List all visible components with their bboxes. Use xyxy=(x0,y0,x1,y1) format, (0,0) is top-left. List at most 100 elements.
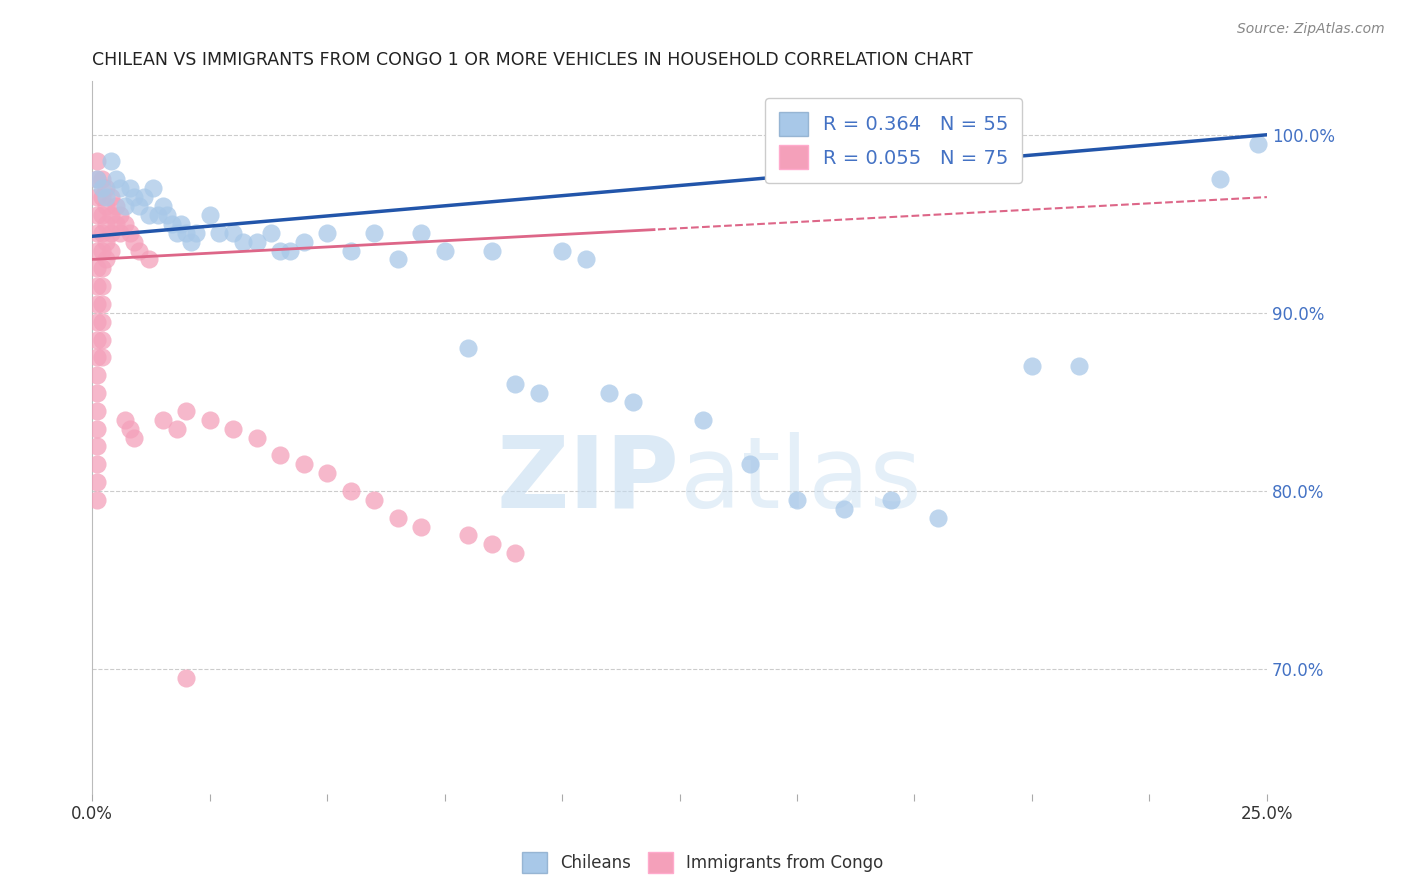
Point xyxy=(481,537,503,551)
Point xyxy=(86,315,108,329)
Point xyxy=(927,510,949,524)
Point xyxy=(174,226,197,240)
Point xyxy=(86,297,108,311)
Point xyxy=(411,226,433,240)
Point xyxy=(90,351,112,365)
Text: Source: ZipAtlas.com: Source: ZipAtlas.com xyxy=(1237,22,1385,37)
Point xyxy=(174,404,197,418)
Point xyxy=(457,528,479,542)
Point xyxy=(86,226,108,240)
Point xyxy=(110,208,132,222)
Point xyxy=(1021,359,1043,374)
Point xyxy=(90,226,112,240)
Point xyxy=(104,217,127,231)
Point xyxy=(114,199,136,213)
Point xyxy=(100,154,122,169)
Point xyxy=(90,333,112,347)
Point xyxy=(124,430,146,444)
Point xyxy=(86,190,108,204)
Point xyxy=(786,492,808,507)
Point xyxy=(96,217,118,231)
Point xyxy=(90,297,112,311)
Point xyxy=(86,244,108,258)
Point xyxy=(86,368,108,383)
Text: ZIP: ZIP xyxy=(496,432,679,529)
Point xyxy=(124,190,146,204)
Point xyxy=(96,190,118,204)
Point xyxy=(692,413,714,427)
Point xyxy=(86,404,108,418)
Point xyxy=(232,235,254,249)
Point xyxy=(880,492,903,507)
Point xyxy=(100,208,122,222)
Point xyxy=(152,199,174,213)
Point xyxy=(387,252,409,267)
Point xyxy=(100,244,122,258)
Point xyxy=(363,226,385,240)
Point xyxy=(90,244,112,258)
Point xyxy=(278,244,301,258)
Point xyxy=(110,226,132,240)
Point xyxy=(292,457,315,471)
Point xyxy=(208,226,231,240)
Point xyxy=(198,208,221,222)
Point xyxy=(433,244,456,258)
Point xyxy=(166,422,188,436)
Point xyxy=(90,208,112,222)
Point xyxy=(527,386,550,401)
Point xyxy=(316,466,339,480)
Point xyxy=(180,235,202,249)
Point xyxy=(86,333,108,347)
Point xyxy=(86,386,108,401)
Point xyxy=(96,181,118,195)
Point xyxy=(269,448,291,462)
Point xyxy=(132,190,155,204)
Point xyxy=(363,492,385,507)
Point xyxy=(90,261,112,276)
Point xyxy=(138,208,160,222)
Point xyxy=(96,199,118,213)
Point xyxy=(86,208,108,222)
Point xyxy=(90,279,112,293)
Legend: Chileans, Immigrants from Congo: Chileans, Immigrants from Congo xyxy=(516,846,890,880)
Point xyxy=(1067,359,1090,374)
Point xyxy=(86,154,108,169)
Point xyxy=(156,208,179,222)
Point xyxy=(86,492,108,507)
Point xyxy=(574,252,596,267)
Point xyxy=(86,475,108,489)
Point xyxy=(86,351,108,365)
Point xyxy=(503,377,526,392)
Point xyxy=(90,315,112,329)
Point xyxy=(110,181,132,195)
Point xyxy=(90,172,112,186)
Point xyxy=(86,172,108,186)
Point xyxy=(104,199,127,213)
Point xyxy=(86,439,108,453)
Point xyxy=(316,226,339,240)
Point xyxy=(621,395,644,409)
Point xyxy=(86,422,108,436)
Point xyxy=(86,261,108,276)
Point xyxy=(90,181,112,195)
Point xyxy=(100,190,122,204)
Point xyxy=(292,235,315,249)
Point xyxy=(118,422,141,436)
Point xyxy=(339,244,361,258)
Point xyxy=(114,413,136,427)
Point xyxy=(457,342,479,356)
Point xyxy=(118,181,141,195)
Point xyxy=(124,235,146,249)
Text: atlas: atlas xyxy=(679,432,921,529)
Point xyxy=(96,235,118,249)
Point xyxy=(86,279,108,293)
Point xyxy=(114,217,136,231)
Point xyxy=(86,457,108,471)
Point xyxy=(90,190,112,204)
Point xyxy=(598,386,620,401)
Point xyxy=(152,413,174,427)
Point xyxy=(184,226,207,240)
Point xyxy=(246,235,269,249)
Legend: R = 0.364   N = 55, R = 0.055   N = 75: R = 0.364 N = 55, R = 0.055 N = 75 xyxy=(765,98,1022,183)
Point xyxy=(146,208,169,222)
